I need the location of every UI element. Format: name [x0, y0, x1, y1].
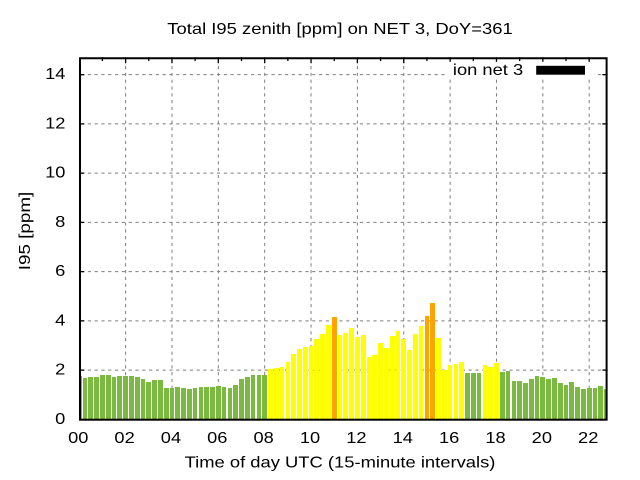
svg-text:I95 [ppm]: I95 [ppm] [17, 192, 34, 271]
svg-text:8: 8 [55, 214, 65, 231]
svg-text:Time of day UTC (15-minute int: Time of day UTC (15-minute intervals) [185, 455, 496, 472]
svg-text:00: 00 [68, 430, 88, 447]
svg-text:6: 6 [55, 263, 65, 280]
svg-text:Total I95 zenith [ppm] on NET: Total I95 zenith [ppm] on NET 3, DoY=361 [167, 21, 513, 38]
svg-text:ion net 3: ion net 3 [453, 62, 523, 79]
svg-text:2: 2 [55, 362, 65, 379]
svg-text:06: 06 [207, 430, 227, 447]
svg-text:12: 12 [346, 430, 366, 447]
svg-text:12: 12 [45, 115, 65, 132]
svg-text:18: 18 [485, 430, 505, 447]
svg-text:14: 14 [45, 66, 65, 83]
svg-text:02: 02 [114, 430, 134, 447]
svg-text:16: 16 [439, 430, 459, 447]
svg-text:20: 20 [532, 430, 552, 447]
svg-text:14: 14 [393, 430, 413, 447]
svg-text:08: 08 [254, 430, 274, 447]
svg-text:22: 22 [578, 430, 598, 447]
svg-text:10: 10 [300, 430, 320, 447]
svg-text:04: 04 [161, 430, 181, 447]
svg-text:0: 0 [55, 411, 65, 428]
svg-text:4: 4 [55, 312, 65, 329]
svg-text:10: 10 [45, 165, 65, 182]
